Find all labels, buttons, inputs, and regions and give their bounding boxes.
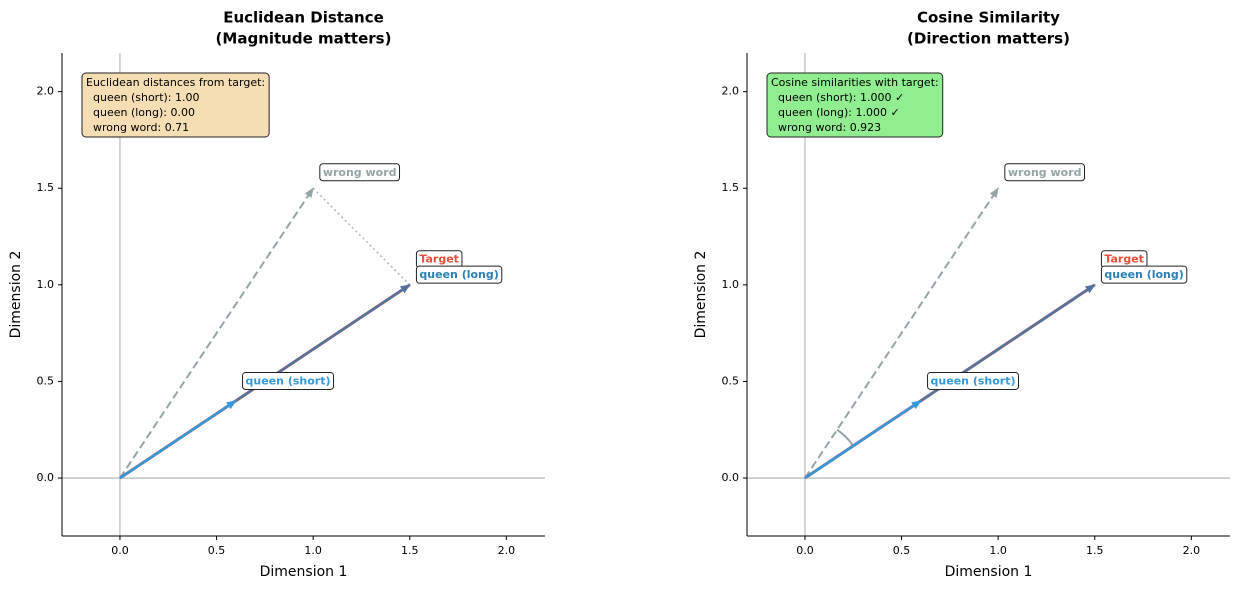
angle-arc [836, 428, 855, 447]
label-box [319, 163, 401, 182]
y-tick-label: 2.0 [722, 85, 740, 98]
label-box [927, 371, 1020, 390]
info-box-line: Euclidean distances from target: [86, 76, 265, 89]
info-box-background [81, 72, 270, 138]
vector-arrow [804, 399, 922, 480]
y-tick-label: 0.5 [37, 374, 55, 387]
y-tick-label: 0.0 [722, 471, 740, 484]
label-box [242, 371, 335, 390]
x-tick-label: 2.0 [498, 544, 516, 557]
info-box-background [766, 72, 944, 138]
vector-label-text: queen (short) [931, 374, 1016, 387]
x-tick-label: 0.0 [111, 544, 129, 557]
vector-label-text: Target [419, 253, 459, 266]
info-box-line: queen (long): 0.00 [86, 106, 195, 119]
y-tick-label: 0.5 [722, 374, 740, 387]
chart-subtitle: (Direction matters) [907, 30, 1070, 48]
vector-label-text: wrong word [323, 166, 397, 179]
vector-label: wrong word [319, 163, 401, 182]
x-tick-label: 1.0 [304, 544, 322, 557]
chart-subtitle: (Magnitude matters) [216, 30, 392, 48]
vector-label: Target [1100, 250, 1148, 269]
chart-title: Cosine Similarity [917, 9, 1060, 27]
label-box [1100, 265, 1188, 284]
vector-label-text: queen (long) [419, 268, 498, 281]
y-axis-label: Dimension 2 [8, 251, 24, 339]
distance-line [312, 187, 411, 286]
info-box: Cosine similarities with target: queen (… [766, 72, 944, 138]
x-tick-label: 2.0 [1183, 544, 1201, 557]
info-box-line: queen (short): 1.00 [86, 91, 200, 104]
vector-label: Target [415, 250, 463, 269]
vector-label-text: queen (long) [1104, 268, 1183, 281]
vector-label: wrong word [1004, 163, 1086, 182]
info-box: Euclidean distances from target: queen (… [81, 72, 270, 138]
x-tick-label: 0.5 [208, 544, 226, 557]
vector-arrow [119, 187, 314, 479]
x-axis-label: Dimension 1 [260, 564, 348, 580]
vector-label-text: queen (short) [246, 374, 331, 387]
vector-arrow [119, 399, 237, 480]
vector-label: queen (short) [927, 371, 1020, 390]
info-box-line: wrong word: 0.71 [86, 121, 189, 134]
y-tick-label: 0.0 [37, 471, 55, 484]
x-tick-label: 1.5 [401, 544, 419, 557]
vector-label: queen (short) [242, 371, 335, 390]
y-tick-label: 1.0 [722, 278, 740, 291]
info-box-line: wrong word: 0.923 [771, 121, 881, 134]
y-tick-label: 1.0 [37, 278, 55, 291]
vector-label-text: Target [1104, 253, 1144, 266]
x-tick-label: 1.0 [989, 544, 1007, 557]
label-box [415, 265, 503, 284]
info-box-line: queen (long): 1.000 ✓ [771, 106, 900, 119]
x-tick-label: 1.5 [1086, 544, 1104, 557]
x-tick-label: 0.0 [796, 544, 814, 557]
info-box-line: queen (short): 1.000 ✓ [771, 91, 904, 104]
x-tick-label: 0.5 [893, 544, 911, 557]
y-tick-label: 1.5 [37, 181, 55, 194]
vector-label: queen (long) [415, 265, 503, 284]
vector-label: queen (long) [1100, 265, 1188, 284]
vector-arrow [804, 187, 999, 479]
y-tick-label: 1.5 [722, 181, 740, 194]
label-box [1004, 163, 1086, 182]
vector-label-text: wrong word [1008, 166, 1082, 179]
y-axis-label: Dimension 2 [693, 251, 709, 339]
x-axis-label: Dimension 1 [945, 564, 1033, 580]
y-tick-label: 2.0 [37, 85, 55, 98]
info-box-line: Cosine similarities with target: [771, 76, 939, 89]
chart-title: Euclidean Distance [223, 9, 384, 27]
